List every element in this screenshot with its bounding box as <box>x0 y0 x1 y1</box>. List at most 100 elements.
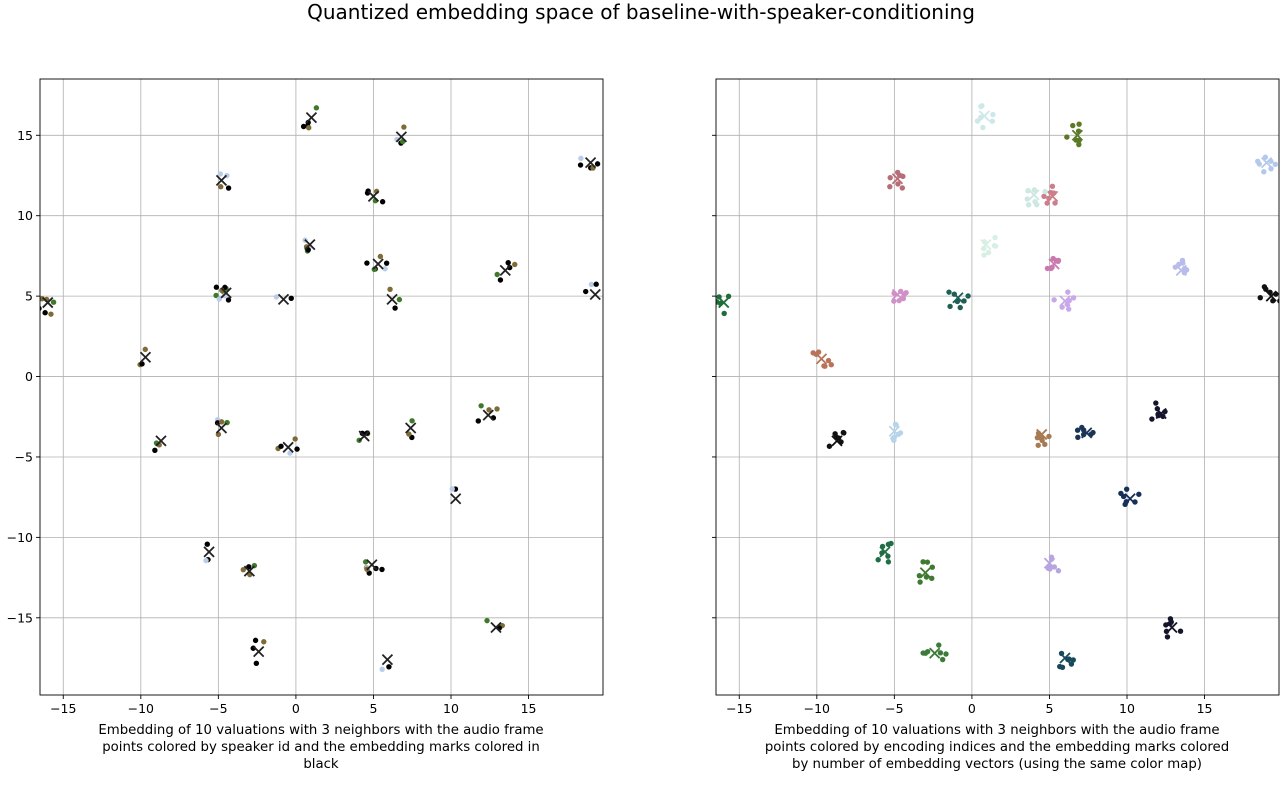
audio-frame-point <box>313 105 320 111</box>
embedding-mark <box>358 430 370 442</box>
audio-frame-point <box>512 261 518 268</box>
audio-frame-point <box>449 486 455 492</box>
audio-frame-point <box>382 266 388 272</box>
audio-frame-point <box>203 557 209 564</box>
audio-frame-point <box>406 431 412 437</box>
embedding-mark <box>372 258 384 270</box>
audio-frame-point <box>1065 289 1071 295</box>
audio-frame-point <box>1055 568 1062 574</box>
embedding-mark <box>978 110 990 122</box>
audio-frame-point <box>1181 266 1188 272</box>
audio-frame-point <box>896 297 902 304</box>
audio-frame-point <box>822 363 828 369</box>
audio-frame-point <box>379 566 385 573</box>
audio-frame-point <box>894 169 901 176</box>
embedding-mark <box>1175 264 1187 277</box>
audio-frame-point <box>253 660 260 667</box>
embedding-mark <box>1081 427 1093 439</box>
audio-frame-point <box>50 299 57 305</box>
embedding-mark <box>1265 290 1277 302</box>
embedding-mark <box>243 565 256 577</box>
embedding-mark <box>831 435 843 447</box>
embedding-mark <box>891 173 904 185</box>
embedding-mark <box>1155 407 1167 420</box>
audio-frame-point <box>1263 286 1269 292</box>
audio-frame-point <box>1153 400 1159 406</box>
audio-frame-point <box>895 181 901 187</box>
embedding-mark <box>220 287 232 299</box>
audio-frame-point <box>936 642 942 648</box>
x-tick-label: 0 <box>968 701 976 716</box>
embedding-mark <box>1260 156 1273 169</box>
audio-frame-point <box>48 311 54 317</box>
embedding-mark <box>215 422 228 434</box>
x-tick-label: −5 <box>209 701 227 716</box>
audio-frame-point <box>1035 442 1041 448</box>
audio-frame-point <box>1025 202 1032 208</box>
audio-frame-point <box>1025 188 1031 194</box>
audio-frame-point <box>1149 416 1155 422</box>
audio-frame-point <box>588 281 595 288</box>
audio-frame-point <box>1070 295 1077 301</box>
embedding-mark <box>980 239 992 251</box>
embedding-mark <box>952 292 964 304</box>
embedding-mark <box>1166 621 1178 634</box>
audio-frame-point <box>1080 431 1087 438</box>
figure-title: Quantized embedding space of baseline-wi… <box>307 0 975 24</box>
left-plot-caption: Embedding of 10 valuations with 3 neighb… <box>98 723 544 772</box>
y-tick-label: 15 <box>17 128 33 143</box>
audio-frame-point <box>278 443 284 449</box>
audio-frame-point <box>1070 122 1076 129</box>
embedding-mark <box>888 425 900 437</box>
audio-frame-point <box>1052 200 1058 206</box>
audio-frame-point <box>42 310 48 316</box>
audio-frame-point <box>225 297 232 303</box>
embedding-mark <box>450 493 462 505</box>
audio-frame-point <box>1041 193 1047 200</box>
audio-frame-point <box>891 298 897 304</box>
audio-frame-point <box>828 362 834 368</box>
audio-frame-point <box>887 183 893 190</box>
embedding-mark <box>929 647 941 659</box>
audio-frame-point <box>1179 257 1186 264</box>
audio-frame-point <box>401 124 407 130</box>
x-tick-label: −10 <box>804 701 830 716</box>
audio-frame-point <box>979 103 985 109</box>
audio-frame-point <box>1070 657 1076 663</box>
audio-frame-point <box>392 305 398 311</box>
audio-frame-point <box>383 260 390 266</box>
embedding-mark <box>1059 652 1071 664</box>
audio-frame-point <box>946 289 952 295</box>
embedding-mark <box>482 409 494 421</box>
audio-frame-point <box>1123 486 1130 492</box>
y-tick-label: 5 <box>25 289 33 304</box>
audio-frame-point <box>1046 433 1052 440</box>
audio-frame-point <box>306 125 312 131</box>
audio-frame-point <box>1042 188 1048 195</box>
audio-frame-point <box>1059 664 1066 670</box>
embedding-mark <box>367 190 380 203</box>
audio-frame-point <box>217 171 224 177</box>
audio-frame-point <box>1090 429 1096 436</box>
audio-frame-point <box>887 174 893 181</box>
audio-frame-point <box>1024 196 1030 202</box>
embedding-mark <box>395 131 408 143</box>
embedding-mark <box>215 174 228 186</box>
audio-frame-point <box>484 617 490 624</box>
audio-frame-point <box>497 277 504 283</box>
audio-frame-point <box>1065 306 1072 312</box>
audio-frame-point <box>578 155 584 162</box>
audio-frame-point <box>1257 294 1263 301</box>
y-tick-label: −5 <box>15 449 33 464</box>
audio-frame-point <box>139 361 145 367</box>
audio-frame-point <box>216 296 222 302</box>
embedding-mark <box>277 293 290 305</box>
audio-frame-point <box>273 294 280 300</box>
audio-frame-point <box>716 298 718 304</box>
audio-frame-point <box>1272 161 1279 167</box>
audio-frame-point <box>577 162 584 168</box>
axes-frame <box>39 78 604 696</box>
right-plot-caption: Embedding of 10 valuations with 3 neighb… <box>764 723 1230 772</box>
audio-frame-point <box>1051 297 1057 303</box>
audio-frame-point <box>1044 200 1050 206</box>
